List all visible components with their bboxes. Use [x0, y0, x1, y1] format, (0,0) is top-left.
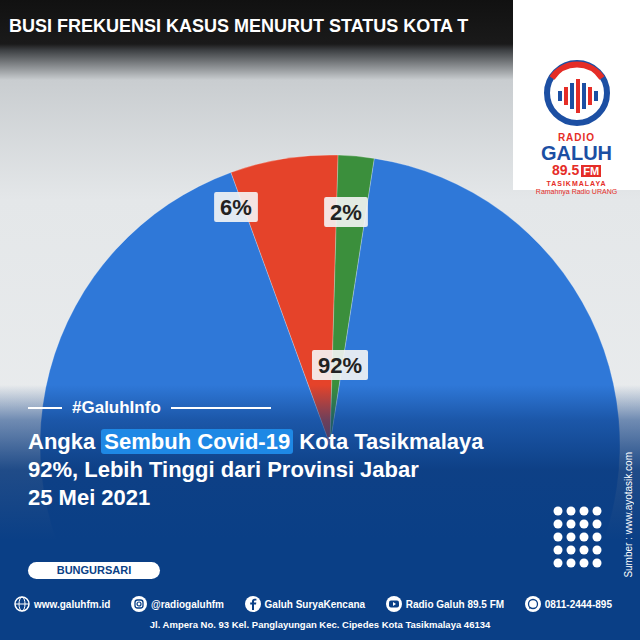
html-text:#GaluhInfo: #GaluhInfo — [72, 398, 161, 417]
html-text:Jl. Ampera No. 93 Kel. Panglay: Jl. Ampera No. 93 Kel. Panglayungan Kec.… — [149, 619, 491, 630]
html-text:0811-2444-895: 0811-2444-895 — [544, 598, 612, 610]
svg-text:6%: 6% — [220, 195, 252, 220]
html-text:Ramahnya Radio URANG: Ramahnya Radio URANG — [535, 188, 618, 195]
html-text:92%, Lebih Tinggi dari Provins: 92%, Lebih Tinggi dari Provinsi Jabar — [28, 457, 419, 482]
svg-text:92%: 92% — [318, 353, 362, 378]
html-text:www.galuhfm.id: www.galuhfm.id — [34, 598, 111, 610]
svg-text:BUSI FREKUENSI KASUS MENURUT S: BUSI FREKUENSI KASUS MENURUT STATUS KOTA… — [9, 16, 468, 36]
html-text:Sumber : www.ayotasik.com: Sumber : www.ayotasik.com — [623, 452, 634, 578]
svg-text:2%: 2% — [330, 200, 362, 225]
html-text:RADIO: RADIO — [557, 132, 596, 143]
html-text:Angka Sembuh Covid-19 Kota Tas: Angka Sembuh Covid-19 Kota Tasikmalaya — [28, 429, 484, 454]
html-text:Galuh SuryaKencana: Galuh SuryaKencana — [264, 598, 366, 610]
html-text:@radiogaluhfm: @radiogaluhfm — [150, 598, 224, 610]
html-text:89.5 FM: 89.5 FM — [551, 162, 600, 178]
html-text:BUNGURSARI: BUNGURSARI — [56, 564, 132, 576]
html-text:25 Mei 2021: 25 Mei 2021 — [28, 485, 151, 510]
html-text:GALUH: GALUH — [540, 142, 612, 164]
html-text:TASIKMALAYA: TASIKMALAYA — [546, 180, 607, 187]
html-text:Radio Galuh 89.5 FM: Radio Galuh 89.5 FM — [405, 598, 505, 610]
